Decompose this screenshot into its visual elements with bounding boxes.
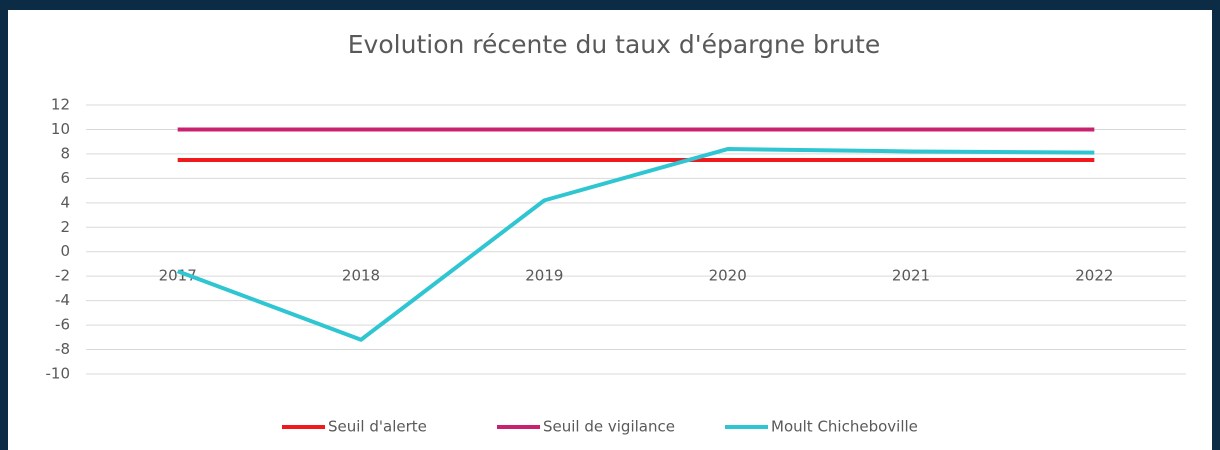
- x-tick-label: 2022: [1075, 267, 1113, 285]
- x-tick-label: 2019: [525, 267, 563, 285]
- y-tick-label: -4: [55, 291, 70, 309]
- line-series: [176, 147, 1095, 342]
- chart-panel: [8, 10, 1212, 450]
- chart-title: Evolution récente du taux d'épargne brut…: [348, 30, 880, 59]
- y-tick-label: 0: [60, 242, 70, 260]
- x-tick-label: 2021: [892, 267, 930, 285]
- legend-label: Seuil de vigilance: [543, 418, 675, 436]
- y-tick-label: 12: [51, 96, 70, 114]
- y-tick-label: 4: [60, 193, 70, 211]
- legend-label: Moult Chicheboville: [771, 418, 918, 436]
- y-tick-label: -2: [55, 267, 70, 285]
- y-tick-label: 10: [51, 120, 70, 138]
- y-tick-label: -10: [46, 365, 71, 383]
- y-tick-label: 2: [60, 218, 70, 236]
- y-tick-label: 8: [60, 144, 70, 162]
- y-tick-label: -8: [55, 340, 70, 358]
- y-tick-label: -6: [55, 316, 70, 334]
- y-tick-label: 6: [60, 169, 70, 187]
- legend-label: Seuil d'alerte: [328, 418, 427, 436]
- x-tick-label: 2020: [709, 267, 747, 285]
- x-tick-label: 2018: [342, 267, 380, 285]
- x-tick-label: 2017: [159, 267, 197, 285]
